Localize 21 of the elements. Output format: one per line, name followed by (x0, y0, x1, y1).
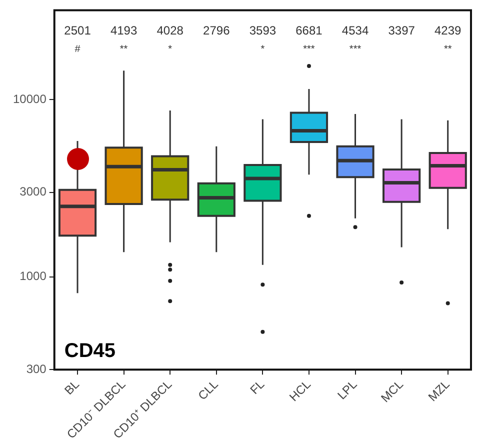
y-tick-label: 300 (26, 362, 47, 376)
x-tick-label: LPL (334, 377, 360, 402)
annotation: 4028 * (156, 24, 184, 55)
annotation: 6681 *** (296, 24, 323, 55)
annotation: 4534 *** (342, 24, 369, 55)
x-tick-label: CLL (195, 377, 222, 403)
annotation: 3593 * (249, 24, 276, 55)
y-tick-label: 3000 (20, 184, 47, 199)
y-tick-label: 1000 (20, 269, 47, 284)
x-tick-label: MCL (378, 377, 406, 406)
x-tick-label: FL (247, 377, 268, 398)
x-tick-label: HCL (286, 377, 314, 404)
annotation: 2501 # (64, 24, 92, 55)
annotation: 4193 ** (110, 24, 138, 55)
x-tick-label: MZL (425, 377, 453, 404)
annotation: 2796 (203, 24, 230, 38)
annotation: 4239 ** (434, 24, 462, 55)
annotation: 3397 (388, 24, 416, 38)
x-tick-label: BL (62, 377, 82, 398)
y-tick-label: 10000 (12, 92, 47, 106)
annotation: CD45 (64, 340, 116, 362)
